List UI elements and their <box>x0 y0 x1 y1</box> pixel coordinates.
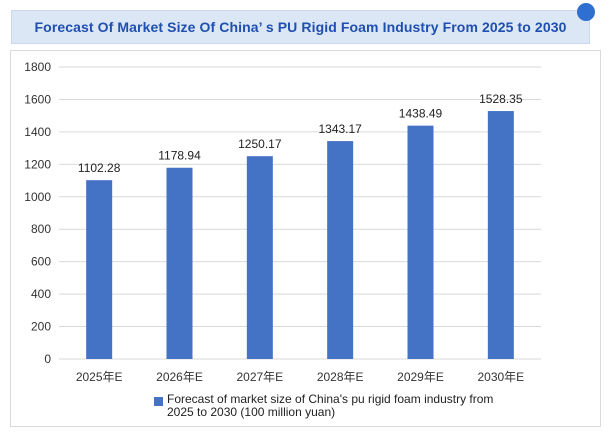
x-tick-label-2: 2026年E <box>156 370 203 384</box>
bar-4 <box>327 141 354 359</box>
y-tick-label-400: 400 <box>31 287 51 301</box>
legend: Forecast of market size of China's pu ri… <box>154 393 512 419</box>
data-label-2: 1178.94 <box>158 149 201 163</box>
x-tick-label-1: 2025年E <box>76 370 123 384</box>
y-tick-label-1200: 1200 <box>24 157 51 171</box>
x-tick-label-6: 2030年E <box>477 370 524 384</box>
bar-5 <box>407 125 434 359</box>
bar-chart: 0 200 400 600 800 1000 1200 1400 1600 1800 1102.28… <box>24 60 541 384</box>
data-label-6: 1528.35 <box>479 92 523 106</box>
bar-2 <box>166 167 193 359</box>
y-tick-label-1400: 1400 <box>24 125 51 139</box>
y-tick-label-1600: 1600 <box>24 92 51 106</box>
y-tick-label-800: 800 <box>31 222 51 236</box>
data-label-3: 1250.17 <box>238 137 282 151</box>
bar-1 <box>86 180 113 359</box>
bar-3 <box>246 156 273 359</box>
x-tick-label-3: 2027年E <box>236 370 283 384</box>
y-tick-label-1800: 1800 <box>24 60 51 74</box>
data-label-5: 1438.49 <box>399 107 443 121</box>
legend-label: Forecast of market size of China's pu ri… <box>167 392 494 419</box>
chart-frame: 0 200 400 600 800 1000 1200 1400 1600 1800 1102.28… <box>10 50 601 427</box>
title-banner: Forecast Of Market Size Of China’ s PU R… <box>11 3 595 44</box>
corner-badge-icon <box>577 3 595 21</box>
legend-swatch <box>154 397 163 406</box>
y-tick-label-600: 600 <box>31 255 51 269</box>
chart-title: Forecast Of Market Size Of China’ s PU R… <box>34 19 567 35</box>
y-tick-label-0: 0 <box>44 352 51 366</box>
data-label-1: 1102.28 <box>78 161 121 175</box>
y-tick-label-200: 200 <box>31 320 51 334</box>
data-label-4: 1343.17 <box>318 122 362 136</box>
x-tick-label-5: 2029年E <box>397 370 444 384</box>
bar-6 <box>487 111 514 360</box>
x-tick-label-4: 2028年E <box>317 370 364 384</box>
y-tick-label-1000: 1000 <box>24 190 51 204</box>
